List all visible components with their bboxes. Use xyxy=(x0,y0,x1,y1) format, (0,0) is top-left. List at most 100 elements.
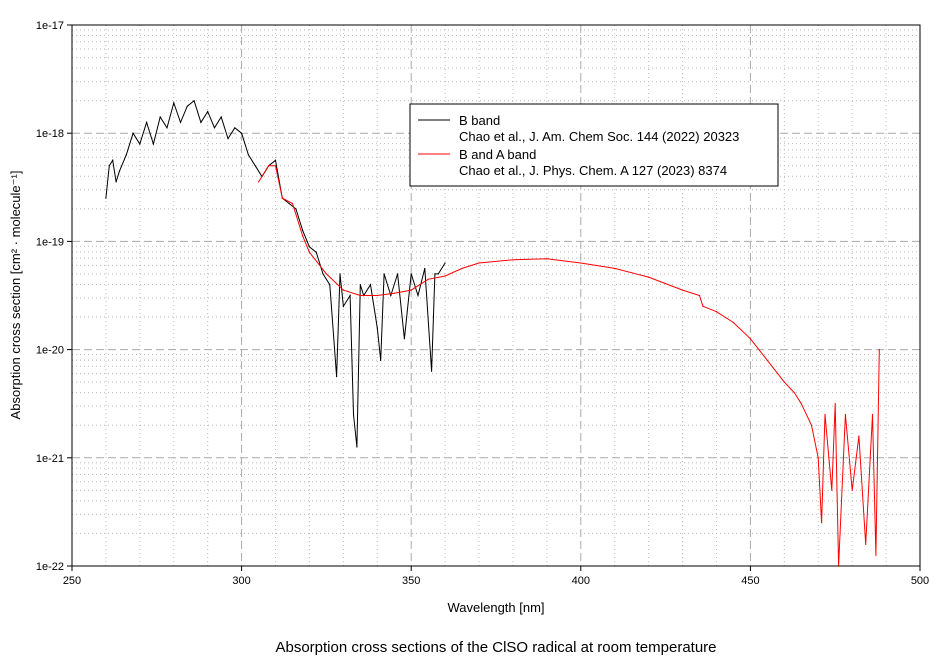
data-point xyxy=(329,284,331,286)
data-point xyxy=(702,305,704,307)
x-tick-label: 450 xyxy=(741,575,759,587)
data-point xyxy=(417,294,419,297)
data-point xyxy=(356,446,358,448)
data-point xyxy=(800,403,802,405)
data-point xyxy=(865,543,867,545)
data-point xyxy=(125,154,127,156)
y-tick-label: 1e-18 xyxy=(36,128,64,140)
data-point xyxy=(410,273,412,275)
data-point xyxy=(614,267,616,270)
data-point xyxy=(339,273,341,275)
data-point xyxy=(152,143,155,145)
data-point xyxy=(288,202,290,205)
data-point xyxy=(295,208,297,210)
data-point xyxy=(844,413,846,416)
data-point xyxy=(227,138,229,140)
data-point xyxy=(193,100,195,102)
data-point xyxy=(241,132,243,134)
y-tick-label: 1e-20 xyxy=(36,345,64,357)
data-point xyxy=(349,294,351,297)
data-point xyxy=(213,127,216,129)
data-point xyxy=(878,349,880,351)
data-point xyxy=(325,273,327,275)
data-point xyxy=(359,294,361,297)
data-point xyxy=(376,327,378,329)
chart-title: Absorption cross sections of the ClSO ra… xyxy=(275,639,716,656)
series-line-b-band xyxy=(105,99,446,448)
y-tick-label: 1e-22 xyxy=(36,561,64,573)
data-point xyxy=(118,170,121,172)
data-point xyxy=(369,284,372,286)
data-point xyxy=(403,338,406,340)
data-point xyxy=(173,102,175,104)
data-point xyxy=(444,262,446,264)
data-point xyxy=(308,246,311,248)
data-point xyxy=(397,273,399,275)
data-point xyxy=(274,165,277,167)
data-point xyxy=(376,294,378,297)
data-point xyxy=(875,554,877,556)
data-point xyxy=(437,273,439,275)
data-point xyxy=(315,251,317,253)
data-point xyxy=(766,359,768,362)
data-point xyxy=(383,273,385,275)
data-point xyxy=(834,403,836,405)
x-tick-label: 350 xyxy=(402,575,420,587)
series-group xyxy=(105,99,880,567)
data-point xyxy=(159,116,161,118)
x-tick-label: 300 xyxy=(232,575,250,587)
data-point xyxy=(342,289,344,291)
data-point xyxy=(427,278,429,280)
data-point xyxy=(810,424,813,426)
legend-ref-ba-band: Chao et al., J. Phys. Chem. A 127 (2023)… xyxy=(459,163,727,178)
data-point xyxy=(207,110,209,113)
data-point xyxy=(335,376,338,378)
data-point xyxy=(851,489,853,491)
data-point xyxy=(478,262,480,264)
x-tick-label: 400 xyxy=(572,575,590,587)
data-point xyxy=(234,127,236,129)
data-point xyxy=(434,273,436,275)
data-point xyxy=(105,197,107,199)
data-point xyxy=(247,154,249,156)
data-point xyxy=(648,276,650,278)
legend: B band Chao et al., J. Am. Chem Soc. 144… xyxy=(409,103,779,187)
data-point xyxy=(871,413,874,416)
data-point xyxy=(108,165,110,167)
data-point xyxy=(430,370,433,372)
plot-frame xyxy=(71,24,921,567)
data-point xyxy=(112,159,114,161)
data-point xyxy=(352,413,355,416)
data-point xyxy=(444,275,446,277)
data-point xyxy=(793,392,796,394)
data-point xyxy=(580,262,582,264)
data-point xyxy=(824,413,826,416)
data-point xyxy=(424,267,426,270)
data-point xyxy=(512,259,514,261)
legend-label-ba-band: B and A band xyxy=(459,147,536,162)
data-point xyxy=(132,132,134,134)
data-point xyxy=(821,522,823,524)
data-point xyxy=(546,258,548,260)
y-tick-label: 1e-21 xyxy=(36,453,64,465)
legend-box xyxy=(409,103,779,187)
data-point xyxy=(681,289,684,291)
data-point xyxy=(783,381,785,383)
data-point xyxy=(732,321,735,324)
data-point xyxy=(146,121,148,123)
data-point xyxy=(200,121,202,123)
data-point xyxy=(831,489,833,491)
data-point xyxy=(274,159,277,161)
data-point xyxy=(302,235,304,237)
data-point xyxy=(393,292,395,294)
legend-label-b-band: B band xyxy=(459,113,500,128)
data-point xyxy=(698,294,701,297)
data-point xyxy=(749,338,752,340)
data-point xyxy=(322,273,324,275)
data-point xyxy=(291,202,294,205)
data-point xyxy=(115,181,117,183)
data-point xyxy=(359,284,361,286)
data-point xyxy=(817,457,819,459)
data-point xyxy=(220,116,222,118)
x-axis-label: Wavelength [nm] xyxy=(447,600,544,615)
